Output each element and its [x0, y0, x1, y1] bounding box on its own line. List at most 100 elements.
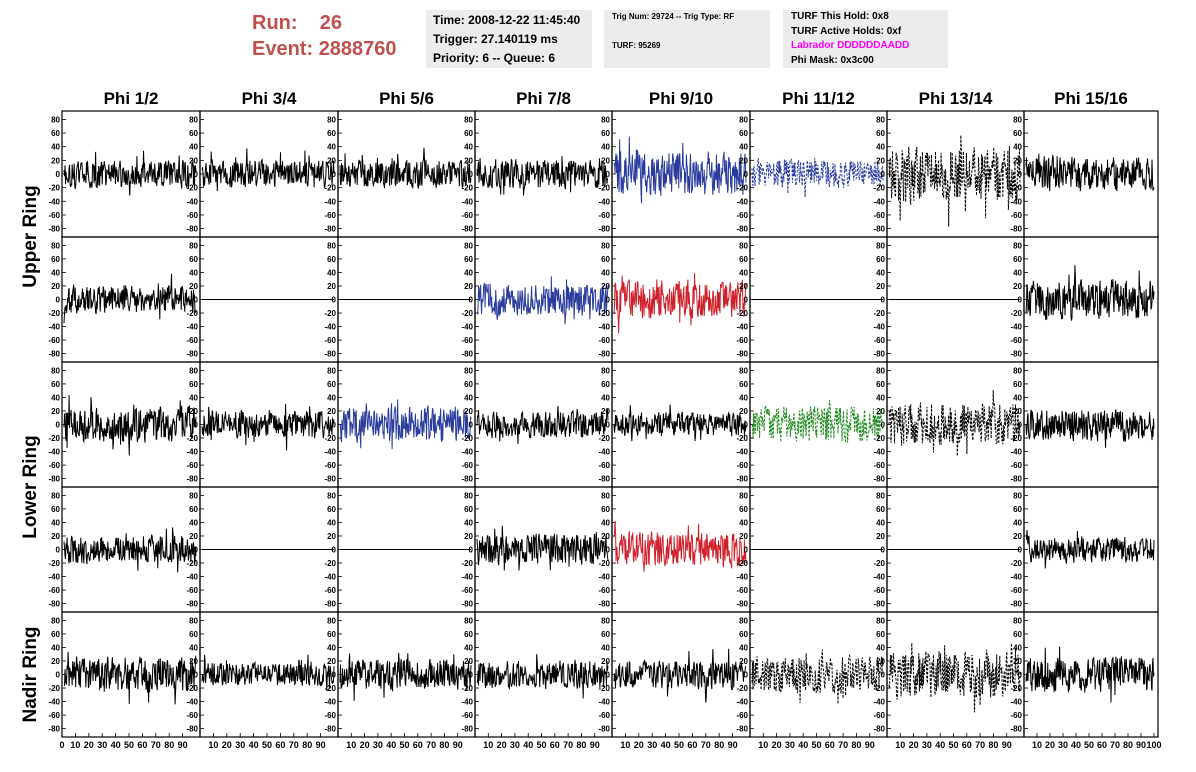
x-tick-label: 90 [865, 740, 875, 750]
y-tick-label: 80 [327, 241, 336, 250]
y-tick-label: -80 [736, 225, 748, 234]
waveform-trace [201, 654, 335, 691]
y-tick-label: -60 [598, 336, 610, 345]
y-tick-label: 60 [189, 630, 198, 639]
x-tick-label: 50 [124, 740, 134, 750]
y-tick-label: 0 [606, 296, 611, 305]
y-tick-label: 60 [601, 255, 610, 264]
y-tick-label: -40 [186, 323, 198, 332]
y-tick-label: -80 [324, 350, 336, 359]
y-tick-label: -20 [461, 309, 473, 318]
y-tick-label: -20 [48, 309, 60, 318]
y-tick-label: -80 [461, 475, 473, 484]
y-tick-label: -80 [1010, 725, 1022, 734]
plot-pad [886, 611, 1025, 738]
y-tick-label: -40 [873, 197, 885, 206]
y-tick-label: 60 [1013, 630, 1022, 639]
y-tick-label: 20 [1013, 657, 1022, 666]
y-tick-label: 40 [51, 643, 60, 652]
y-tick-label: 80 [464, 616, 473, 625]
y-tick-label: -40 [324, 573, 336, 582]
column-header: Phi 5/6 [379, 89, 434, 108]
y-tick-label: -60 [324, 711, 336, 720]
y-tick-label: 60 [739, 255, 748, 264]
row-header: Nadir Ring [20, 626, 41, 722]
y-tick-label: 80 [327, 491, 336, 500]
y-tick-label: 80 [464, 491, 473, 500]
x-tick-label: 40 [523, 740, 533, 750]
waveform-trace [1025, 153, 1155, 192]
y-tick-label: 60 [601, 630, 610, 639]
y-tick-label: -40 [186, 573, 198, 582]
y-tick-label: -20 [873, 184, 885, 193]
y-tick-label: -80 [598, 225, 610, 234]
x-tick-label: 60 [550, 740, 560, 750]
y-tick-label: -20 [736, 684, 748, 693]
y-tick-label: 20 [189, 282, 198, 291]
y-tick-label: 0 [881, 671, 886, 680]
y-tick-label: -20 [1010, 559, 1022, 568]
x-tick-label: 60 [137, 740, 147, 750]
y-tick-label: -60 [48, 711, 60, 720]
waveform-trace [613, 404, 747, 442]
y-tick-label: -20 [324, 559, 336, 568]
turf-this-hold-text: TURF This Hold: 0x8 [791, 11, 889, 22]
y-tick-label: 60 [51, 505, 60, 514]
y-tick-label: -60 [1010, 461, 1022, 470]
x-tick-label: 20 [360, 740, 370, 750]
y-tick-label: 80 [876, 616, 885, 625]
y-tick-label: 60 [464, 255, 473, 264]
y-tick-label: 0 [469, 421, 474, 430]
y-tick-label: 20 [51, 657, 60, 666]
y-tick-label: 0 [881, 421, 886, 430]
y-tick-label: -40 [186, 197, 198, 206]
x-tick-label: 30 [373, 740, 383, 750]
y-tick-label: -20 [1010, 684, 1022, 693]
x-tick-label: 70 [701, 740, 711, 750]
x-tick-label: 70 [151, 740, 161, 750]
y-tick-label: 60 [876, 505, 885, 514]
y-tick-label: 0 [469, 546, 474, 555]
y-tick-label: -40 [48, 197, 60, 206]
waveform-trace [1025, 265, 1155, 321]
x-tick-label: 80 [714, 740, 724, 750]
x-tick-label: 30 [922, 740, 932, 750]
y-tick-label: -60 [324, 461, 336, 470]
y-tick-label: 20 [739, 532, 748, 541]
y-tick-label: 40 [189, 643, 198, 652]
y-tick-label: 40 [189, 143, 198, 152]
y-tick-label: 40 [739, 143, 748, 152]
x-tick-label: 60 [1097, 740, 1107, 750]
waveform-trace [888, 135, 1021, 227]
y-tick-label: -80 [461, 725, 473, 734]
y-tick-label: 60 [876, 630, 885, 639]
y-tick-label: 40 [327, 143, 336, 152]
y-tick-label: 40 [1013, 268, 1022, 277]
y-tick-label: -20 [736, 184, 748, 193]
y-tick-label: 60 [464, 380, 473, 389]
y-tick-label: 40 [876, 268, 885, 277]
y-tick-label: 80 [189, 491, 198, 500]
y-tick-label: 0 [744, 421, 749, 430]
x-tick-label: 20 [497, 740, 507, 750]
y-tick-label: 80 [189, 241, 198, 250]
y-tick-label: 40 [464, 393, 473, 402]
y-tick-label: 20 [1013, 532, 1022, 541]
y-tick-label: -60 [461, 461, 473, 470]
waveform-trace [613, 273, 747, 334]
y-tick-label: 80 [327, 616, 336, 625]
y-tick-label: 20 [189, 657, 198, 666]
waveform-trace [476, 654, 609, 699]
y-tick-label: 40 [876, 518, 885, 527]
waveform-trace [888, 390, 1021, 457]
y-tick-label: 60 [189, 380, 198, 389]
y-tick-label: -60 [873, 461, 885, 470]
y-tick-label: -40 [461, 197, 473, 206]
y-tick-label: 80 [601, 115, 610, 124]
y-tick-label: -60 [736, 336, 748, 345]
y-tick-label: 0 [881, 170, 886, 179]
y-tick-label: 60 [189, 255, 198, 264]
y-tick-label: -80 [48, 725, 60, 734]
y-tick-label: -60 [324, 211, 336, 220]
x-tick-label: 20 [772, 740, 782, 750]
